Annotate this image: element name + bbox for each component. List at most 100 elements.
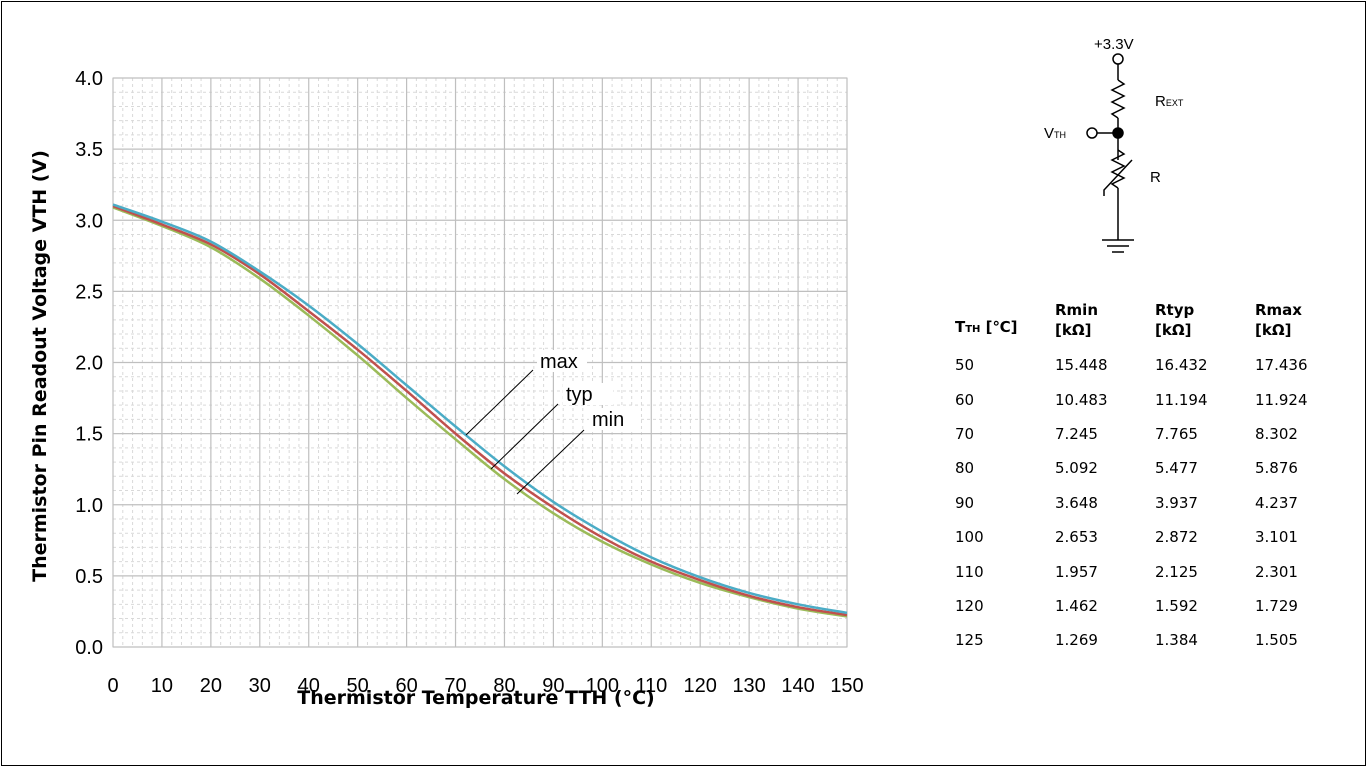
cell-rmax: 8.302 [1255, 424, 1298, 443]
grid [112, 77, 848, 648]
cell-rtyp: 2.125 [1155, 562, 1198, 581]
cell-rtyp: 2.872 [1155, 528, 1198, 547]
table-row: 100 2.653 2.872 3.101 [955, 520, 1335, 554]
annotation-typ: typ [566, 384, 593, 406]
rext-label: REXT [1155, 93, 1184, 110]
cell-rtyp: 11.194 [1155, 390, 1208, 409]
annotation-leader-max [465, 369, 534, 436]
annotation-bg [589, 408, 639, 430]
series-annotations: max typ min [465, 350, 639, 495]
series-line-max [112, 203, 848, 615]
cell-rtyp: 3.937 [1155, 493, 1198, 512]
x-tick-label: 100 [586, 675, 619, 697]
series-line-typ [112, 204, 848, 617]
x-tick-label: 20 [200, 675, 222, 697]
tick-labels: 0 10 20 30 40 50 60 70 80 90 100 110 120 130 140 150 0.0… [75, 68, 864, 697]
thermistor-resistor [1110, 149, 1126, 189]
annotation-bg [563, 383, 613, 405]
y-tick-label: 2.5 [75, 281, 103, 303]
y-tick-label: 0.0 [75, 637, 103, 659]
y-tick-label: 2.0 [75, 353, 103, 375]
cell-temp: 100 [955, 528, 984, 547]
supply-label: +3.3V [1094, 36, 1134, 53]
annotation-min: min [592, 409, 624, 431]
x-tick-label: 150 [830, 675, 863, 697]
cell-rmin: 7.245 [1055, 424, 1098, 443]
cell-temp: 70 [955, 424, 975, 443]
cell-temp: 90 [955, 493, 975, 512]
cell-rmax: 4.237 [1255, 493, 1298, 512]
cell-rmin: 15.448 [1055, 356, 1108, 375]
annotation-max: max [540, 351, 578, 373]
cell-rmax: 17.436 [1255, 356, 1308, 375]
x-tick-label: 90 [542, 675, 564, 697]
table-row: 110 1.957 2.125 2.301 [955, 554, 1335, 588]
x-tick-label: 140 [781, 675, 814, 697]
vth-terminal [1086, 127, 1098, 139]
header-rtyp: Rtyp [kΩ] [1155, 301, 1195, 339]
cell-rtyp: 5.477 [1155, 459, 1198, 478]
cell-rtyp: 16.432 [1155, 356, 1208, 375]
table-row: 90 3.648 3.937 4.237 [955, 486, 1335, 520]
cell-temp: 125 [955, 631, 984, 650]
x-tick-label: 30 [249, 675, 271, 697]
x-tick-label: 60 [395, 675, 417, 697]
x-tick-label: 40 [298, 675, 320, 697]
x-tick-label: 10 [151, 675, 173, 697]
cell-rmax: 2.301 [1255, 562, 1298, 581]
cell-temp: 110 [955, 562, 984, 581]
x-tick-label: 0 [107, 675, 118, 697]
cell-temp: 80 [955, 459, 975, 478]
table-row: 70 7.245 7.765 8.302 [955, 417, 1335, 451]
header-temperature: TTH [℃] [955, 318, 1018, 336]
resistance-table: TTH [℃] Rmin [kΩ] Rtyp [kΩ] Rmax [kΩ] 50 15.… [955, 300, 1335, 658]
y-tick-label: 1.0 [75, 495, 103, 517]
header-rmin: Rmin [kΩ] [1055, 301, 1099, 339]
x-tick-label: 50 [347, 675, 369, 697]
table-header-row: TTH [℃] Rmin [kΩ] Rtyp [kΩ] Rmax [kΩ] [955, 300, 1335, 348]
rext-resistor [1110, 79, 1126, 119]
circuit-schematic: +3.3V REXT VTH R [1044, 36, 1184, 253]
cell-rtyp: 7.765 [1155, 424, 1198, 443]
x-tick-label: 120 [684, 675, 717, 697]
table-row: 125 1.269 1.384 1.505 [955, 623, 1335, 657]
cell-temp: 120 [955, 596, 984, 615]
y-axis-title: Thermistor Pin Readout Voltage VTH (V) [29, 150, 51, 582]
cell-temp: 60 [955, 390, 975, 409]
y-tick-label: 3.0 [75, 210, 103, 232]
cell-rmax: 11.924 [1255, 390, 1308, 409]
header-rmax: Rmax [kΩ] [1255, 301, 1302, 339]
table-row: 120 1.462 1.592 1.729 [955, 589, 1335, 623]
cell-rmax: 1.729 [1255, 596, 1298, 615]
cell-rmax: 1.505 [1255, 631, 1298, 650]
r-label: R [1150, 169, 1161, 186]
cell-rtyp: 1.592 [1155, 596, 1198, 615]
y-tick-label: 0.5 [75, 566, 103, 588]
cell-rmin: 10.483 [1055, 390, 1108, 409]
x-tick-label: 80 [493, 675, 515, 697]
table-row: 50 15.448 16.432 17.436 [955, 348, 1335, 382]
y-tick-label: 4.0 [75, 68, 103, 90]
vth-label: VTH [1044, 125, 1066, 142]
cell-rmin: 1.957 [1055, 562, 1098, 581]
y-tick-label: 1.5 [75, 424, 103, 446]
x-tick-label: 70 [444, 675, 466, 697]
series-line-min [112, 206, 848, 618]
table-row: 80 5.092 5.477 5.876 [955, 451, 1335, 485]
x-tick-label: 110 [635, 675, 667, 697]
cell-rmin: 1.269 [1055, 631, 1098, 650]
cell-rmin: 3.648 [1055, 493, 1098, 512]
x-axis-title: Thermistor Temperature TTH (°C) [297, 687, 654, 709]
cell-rmin: 1.462 [1055, 596, 1098, 615]
cell-temp: 50 [955, 356, 975, 375]
annotation-leader-min [516, 429, 585, 495]
cell-rmin: 5.092 [1055, 459, 1098, 478]
cell-rtyp: 1.384 [1155, 631, 1198, 650]
series-lines [112, 203, 848, 618]
annotation-bg [537, 350, 587, 372]
cell-rmax: 3.101 [1255, 528, 1298, 547]
annotation-leader-typ [490, 403, 559, 470]
cell-rmin: 2.653 [1055, 528, 1098, 547]
